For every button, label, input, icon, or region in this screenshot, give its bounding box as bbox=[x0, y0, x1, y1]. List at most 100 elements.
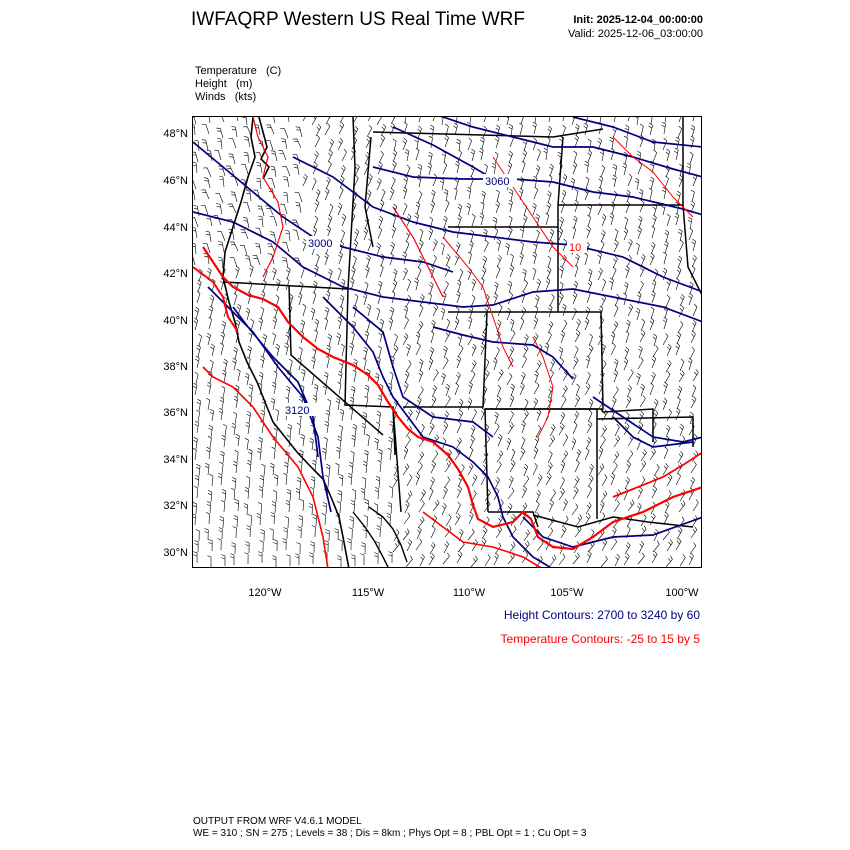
wind-barb bbox=[468, 251, 472, 265]
wind-barb bbox=[480, 538, 487, 551]
wind-barb bbox=[688, 227, 694, 241]
lat-tick-label: 44°N bbox=[163, 222, 188, 234]
wind-barb bbox=[494, 542, 502, 555]
wind-barb bbox=[522, 214, 528, 228]
wind-barb bbox=[677, 385, 683, 399]
wind-barb bbox=[275, 278, 281, 292]
wind-barb bbox=[441, 437, 447, 451]
wind-barb bbox=[480, 201, 485, 215]
wind-barb bbox=[536, 344, 543, 357]
wind-barb bbox=[327, 333, 332, 347]
wind-barb bbox=[377, 459, 382, 473]
wind-barb bbox=[638, 280, 644, 294]
wind-barb bbox=[640, 449, 647, 462]
wind-barb bbox=[404, 148, 410, 162]
wind-barb bbox=[663, 511, 669, 525]
wind-barb bbox=[418, 304, 424, 318]
wind-barb bbox=[419, 423, 425, 437]
wind-barb bbox=[574, 188, 579, 202]
wind-barb bbox=[221, 434, 226, 448]
wind-barb bbox=[193, 551, 198, 564]
wind-barb bbox=[521, 160, 526, 174]
wind-barb bbox=[442, 357, 449, 370]
wind-barb bbox=[221, 489, 227, 502]
wind-barb bbox=[496, 515, 503, 528]
wind-barb bbox=[353, 117, 358, 123]
wind-barb bbox=[233, 411, 238, 425]
wind-barb bbox=[546, 331, 552, 345]
wind-barb bbox=[584, 513, 591, 526]
wind-barb bbox=[652, 540, 660, 553]
wind-barb bbox=[386, 513, 391, 526]
wind-barb bbox=[574, 330, 581, 343]
wind-barb bbox=[193, 502, 197, 515]
wind-barb bbox=[273, 117, 276, 124]
wind-barb bbox=[285, 277, 290, 291]
wind-barb bbox=[228, 138, 237, 149]
wind-barb bbox=[572, 161, 578, 175]
puget-sound bbox=[258, 117, 270, 180]
wind-barb bbox=[244, 552, 249, 565]
wind-barb bbox=[349, 461, 354, 475]
wind-barb bbox=[689, 151, 694, 165]
wind-barb bbox=[548, 304, 553, 318]
wind-barb bbox=[691, 384, 697, 398]
wind-barb bbox=[583, 122, 588, 136]
map-panel: 3060 3000 3120 10 bbox=[192, 116, 702, 568]
wind-barb bbox=[428, 553, 435, 566]
wind-barb bbox=[507, 487, 515, 500]
wind-barb bbox=[561, 320, 568, 333]
wind-barb bbox=[323, 436, 328, 450]
wind-barb bbox=[471, 278, 477, 292]
wind-barb bbox=[480, 342, 486, 356]
wind-barb bbox=[666, 539, 673, 552]
wind-barb bbox=[614, 553, 620, 567]
wind-barb bbox=[520, 306, 527, 320]
wind-barb bbox=[690, 330, 696, 344]
wind-barb bbox=[491, 162, 497, 176]
wind-barb bbox=[327, 214, 333, 228]
wind-barb bbox=[402, 251, 407, 265]
wind-barb bbox=[389, 187, 395, 201]
wind-barb bbox=[508, 475, 514, 489]
state-borders bbox=[222, 117, 701, 528]
wind-barb bbox=[428, 135, 433, 149]
wind-barb bbox=[639, 199, 645, 213]
wind-barb bbox=[574, 199, 579, 213]
wind-barb bbox=[495, 396, 502, 409]
wind-barb bbox=[258, 215, 264, 228]
wind-barb bbox=[662, 316, 668, 330]
wind-barb bbox=[469, 117, 472, 124]
wind-barb bbox=[299, 499, 305, 512]
wind-barb bbox=[588, 398, 594, 412]
lon-tick-label: 105°W bbox=[550, 587, 584, 599]
valid-time-label: Valid: 2025-12-06_03:00:00 bbox=[568, 28, 703, 40]
wind-barb bbox=[494, 281, 499, 295]
wind-barb bbox=[508, 541, 516, 554]
wind-barb bbox=[218, 527, 223, 540]
wind-barb bbox=[457, 214, 462, 228]
wind-barb bbox=[325, 290, 331, 304]
wind-barb bbox=[288, 117, 290, 123]
wind-barb bbox=[219, 461, 224, 475]
wind-barb bbox=[612, 163, 618, 177]
wind-barb bbox=[534, 294, 540, 308]
wind-barb bbox=[496, 254, 502, 268]
model-config-label: WE = 310 ; SN = 275 ; Levels = 38 ; Dis … bbox=[193, 828, 587, 839]
wind-barb bbox=[648, 122, 653, 136]
wind-barb bbox=[312, 291, 317, 305]
wind-barb bbox=[233, 292, 238, 306]
wind-barb bbox=[625, 200, 630, 214]
wind-barb bbox=[640, 383, 645, 397]
wind-barb bbox=[610, 201, 616, 215]
wind-barb bbox=[678, 117, 682, 123]
wind-barb bbox=[292, 138, 302, 149]
wind-barb bbox=[406, 213, 412, 227]
wind-barb bbox=[570, 177, 576, 191]
wind-barb bbox=[663, 251, 667, 265]
wind-barb bbox=[378, 215, 384, 229]
wind-barb bbox=[519, 448, 526, 461]
wind-barb bbox=[509, 394, 515, 408]
wind-barb bbox=[612, 321, 619, 334]
wind-barb bbox=[255, 227, 263, 239]
